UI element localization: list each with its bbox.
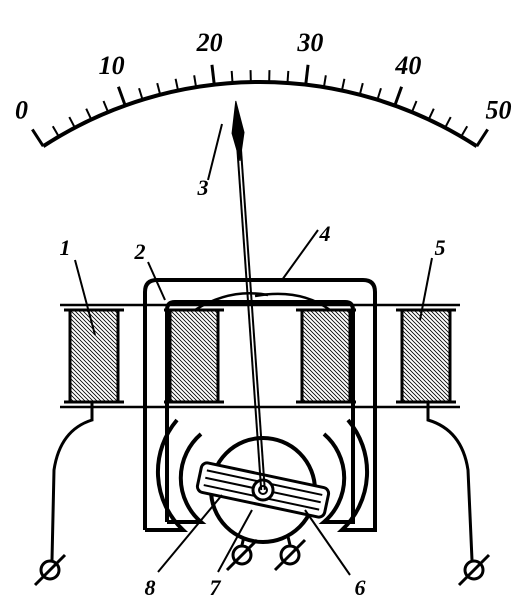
minor-tick bbox=[176, 79, 178, 91]
major-tick bbox=[306, 65, 308, 85]
coil bbox=[64, 310, 124, 402]
callout-leader bbox=[208, 124, 222, 180]
scale-label: 50 bbox=[486, 96, 512, 125]
major-tick bbox=[32, 129, 43, 146]
minor-tick bbox=[53, 126, 59, 136]
lead-wire bbox=[428, 402, 472, 560]
coil bbox=[164, 310, 224, 402]
terminal bbox=[459, 555, 489, 585]
scale-arc bbox=[43, 82, 477, 146]
callout-label: 3 bbox=[197, 175, 209, 200]
minor-tick bbox=[445, 117, 451, 128]
lead-wire bbox=[52, 402, 92, 560]
minor-tick bbox=[139, 88, 143, 99]
minor-tick bbox=[377, 88, 381, 99]
coil bbox=[296, 310, 356, 402]
callout-label: 6 bbox=[355, 575, 366, 600]
minor-tick bbox=[342, 79, 344, 91]
minor-tick bbox=[360, 83, 363, 95]
callout-leader bbox=[282, 230, 318, 280]
scale-label: 20 bbox=[196, 28, 223, 57]
scale-label: 30 bbox=[296, 28, 323, 57]
major-tick bbox=[118, 87, 125, 106]
minor-tick bbox=[232, 71, 233, 83]
callout-label: 1 bbox=[60, 235, 71, 260]
major-tick bbox=[212, 65, 214, 85]
terminal bbox=[275, 540, 305, 570]
minor-tick bbox=[287, 71, 288, 83]
callout-label: 2 bbox=[134, 239, 146, 264]
terminal bbox=[35, 555, 65, 585]
minor-tick bbox=[86, 109, 91, 120]
callout-label: 7 bbox=[210, 575, 222, 600]
major-tick bbox=[477, 129, 488, 146]
minor-tick bbox=[69, 117, 75, 128]
scale-label: 40 bbox=[394, 51, 421, 80]
minor-tick bbox=[461, 126, 467, 136]
callout-label: 4 bbox=[319, 221, 331, 246]
minor-tick bbox=[429, 109, 434, 120]
coil bbox=[396, 310, 456, 402]
minor-tick bbox=[412, 101, 417, 112]
callout-label: 5 bbox=[435, 235, 446, 260]
scale-label: 10 bbox=[99, 51, 125, 80]
scale-label: 0 bbox=[15, 96, 28, 125]
callout-label: 8 bbox=[145, 575, 156, 600]
minor-tick bbox=[103, 101, 108, 112]
terminal bbox=[227, 540, 257, 570]
major-tick bbox=[395, 87, 402, 106]
minor-tick bbox=[157, 83, 160, 95]
